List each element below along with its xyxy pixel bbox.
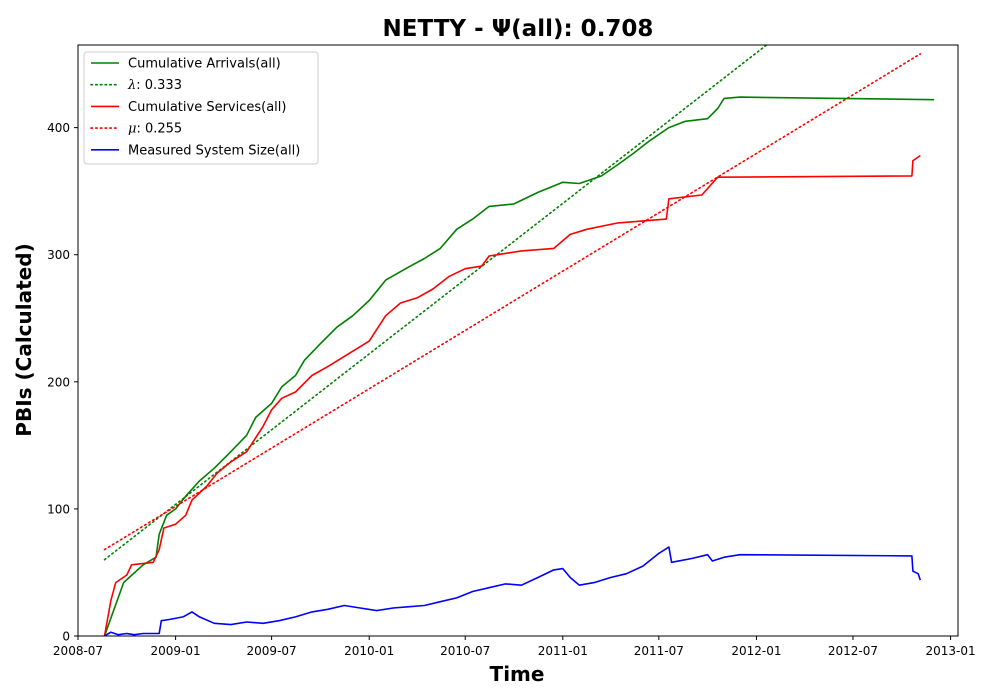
y-axis-label: PBIs (Calculated) xyxy=(12,243,36,436)
y-tick-label: 200 xyxy=(47,375,70,389)
series-line-4 xyxy=(103,53,922,551)
x-tick-label: 2009-07 xyxy=(247,644,297,658)
plot-frame xyxy=(77,44,959,637)
legend-label: λ: 0.333 xyxy=(127,78,182,93)
x-axis-label: Time xyxy=(490,662,545,686)
x-tick-label: 2010-07 xyxy=(440,644,490,658)
series-line-3 xyxy=(103,154,921,636)
x-tick-label: 2011-01 xyxy=(538,644,588,658)
chart-title: NETTY - Ψ(all): 0.708 xyxy=(383,16,654,42)
x-tick-label: 2011-07 xyxy=(634,644,684,658)
y-tick-label: 0 xyxy=(62,630,70,644)
x-tick-label: 2010-01 xyxy=(344,644,394,658)
legend-label: Measured System Size(all) xyxy=(128,143,300,158)
x-tick-label: 2013-01 xyxy=(926,644,976,658)
y-axis: 0 100 200 300 400 xyxy=(47,121,78,644)
legend: Cumulative Arrivals(all) λ: 0.333 Cumulati… xyxy=(83,51,319,165)
x-tick-label: 2008-07 xyxy=(53,644,103,658)
x-tick-label: 2012-01 xyxy=(731,644,781,658)
series-layer xyxy=(103,45,935,636)
series-line-2 xyxy=(103,45,768,561)
x-tick-label: 2009-01 xyxy=(151,644,201,658)
legend-label: Cumulative Services(all) xyxy=(128,100,286,115)
legend-label: Cumulative Arrivals(all) xyxy=(128,57,281,72)
y-tick-label: 100 xyxy=(47,502,70,516)
legend-box xyxy=(83,51,319,165)
legend-label: μ: 0.255 xyxy=(128,122,182,137)
y-tick-label: 300 xyxy=(47,248,70,262)
x-axis: 2008-07 2009-01 2009-07 2010-01 2010-07 2011-… xyxy=(53,636,976,658)
y-tick-label: 400 xyxy=(47,121,70,135)
series-line-5 xyxy=(104,546,922,636)
x-tick-label: 2012-07 xyxy=(828,644,878,658)
